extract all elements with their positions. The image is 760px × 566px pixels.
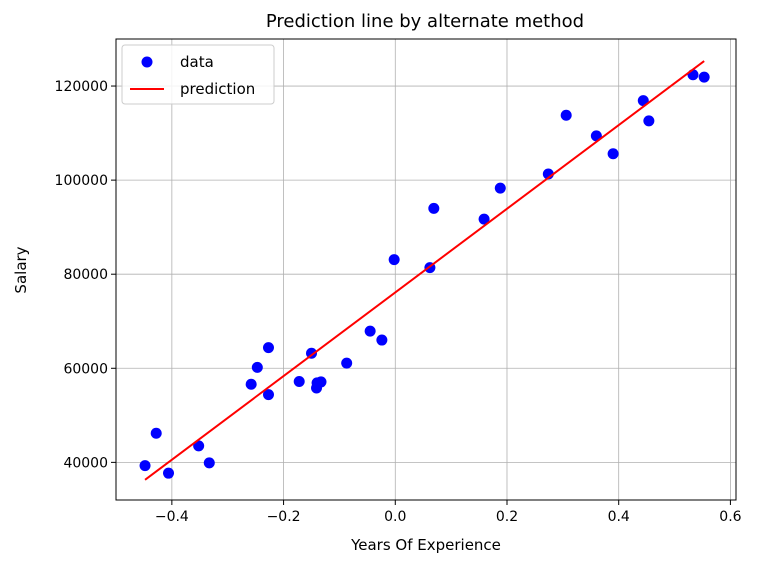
data-point	[698, 71, 710, 83]
legend-prediction-label: prediction	[180, 80, 255, 98]
y-axis-title: Salary	[12, 246, 30, 293]
x-tick-label: 0.2	[496, 509, 518, 525]
data-point	[643, 115, 655, 127]
x-tick-label: 0.4	[608, 509, 630, 525]
y-tick-label: 120000	[55, 79, 108, 95]
y-tick-label: 80000	[63, 267, 108, 283]
data-point	[163, 467, 175, 479]
data-point	[428, 202, 440, 214]
data-point	[637, 95, 649, 107]
data-point	[262, 389, 274, 401]
data-point	[293, 375, 305, 387]
data-point	[193, 440, 205, 452]
grid-layer	[116, 39, 736, 500]
data-point	[251, 361, 263, 373]
y-tick-label: 60000	[63, 361, 108, 377]
x-axis-title: Years Of Experience	[350, 536, 501, 554]
data-point	[687, 69, 699, 81]
data-point	[376, 334, 388, 346]
data-point	[150, 427, 162, 439]
data-point	[364, 325, 376, 337]
plot-frame	[115, 38, 737, 501]
chart-title: Prediction line by alternate method	[266, 11, 584, 32]
y-tick-label: 100000	[55, 173, 108, 189]
data-point	[478, 213, 490, 225]
data-point	[315, 376, 327, 388]
data-point	[139, 460, 151, 472]
legend: data prediction	[121, 44, 275, 105]
data-point	[203, 457, 215, 469]
y-tick-label: 40000	[63, 455, 108, 471]
legend-data-marker	[141, 56, 153, 68]
series-layer	[139, 60, 710, 481]
data-point	[245, 378, 257, 390]
data-point	[262, 342, 274, 354]
data-point	[494, 182, 506, 194]
data-point	[388, 254, 400, 266]
x-tick-label: 0.0	[384, 509, 406, 525]
data-point	[560, 109, 572, 121]
data-point	[341, 357, 353, 369]
x-tick-label: −0.4	[155, 509, 189, 525]
x-tick-label: −0.2	[267, 509, 301, 525]
y-axis-ticks: 40000 60000 80000 100000 120000	[55, 79, 116, 471]
x-tick-label: 0.6	[719, 509, 741, 525]
legend-data-label: data	[180, 53, 214, 71]
prediction-line	[144, 60, 705, 481]
x-axis-ticks: −0.4 −0.2 0.0 0.2 0.4 0.6	[155, 500, 742, 525]
data-point	[607, 148, 619, 160]
